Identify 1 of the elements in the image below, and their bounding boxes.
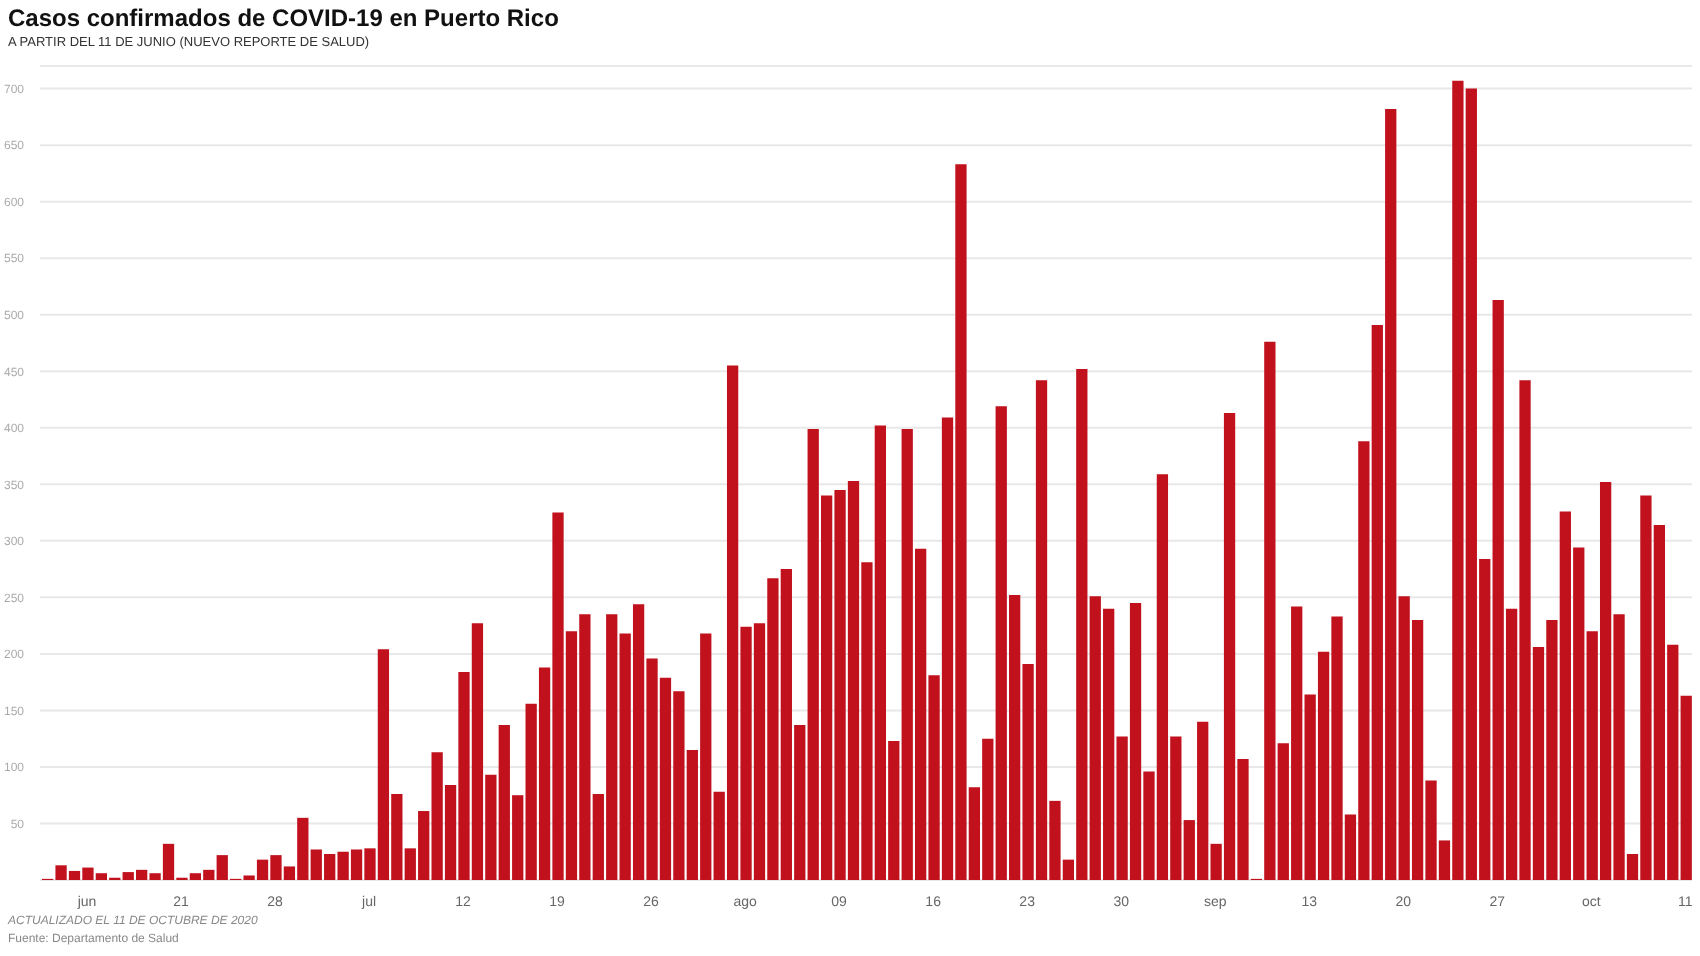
chart-title: Casos confirmados de COVID-19 en Puerto Rico — [8, 4, 559, 32]
